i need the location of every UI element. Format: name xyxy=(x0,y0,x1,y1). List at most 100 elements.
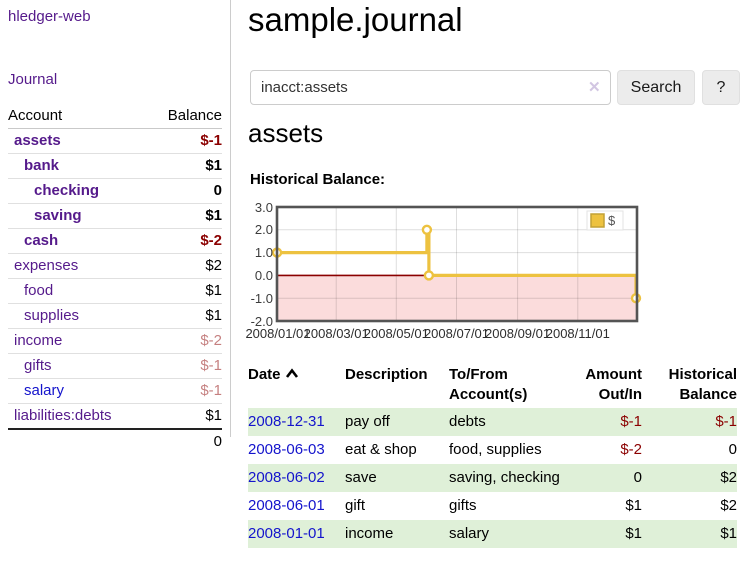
transaction-amount: $-1 xyxy=(620,413,642,430)
transaction-accounts: food, supplies xyxy=(449,441,542,458)
account-row: saving $1 xyxy=(8,203,222,229)
transaction-amount: $1 xyxy=(625,525,642,542)
account-link-assets[interactable]: assets xyxy=(14,132,61,149)
amount-header: Amount Out/In xyxy=(585,366,642,403)
account-link-income[interactable]: income xyxy=(14,332,63,349)
account-link-saving[interactable]: saving xyxy=(34,207,82,224)
transaction-row[interactable]: 2008-12-31 pay off debts $-1 $-1 xyxy=(248,408,737,436)
accounts-header-account: Account xyxy=(8,104,148,129)
transaction-balance: $-1 xyxy=(715,413,737,430)
chevron-up-icon xyxy=(285,368,298,378)
account-row: gifts $-1 xyxy=(8,353,222,379)
account-balance: $1 xyxy=(148,403,222,430)
search-form: ✕ Search ? xyxy=(250,70,742,105)
account-row: income $-2 xyxy=(8,328,222,354)
account-link-checking[interactable]: checking xyxy=(34,182,100,199)
account-row: assets $-1 xyxy=(8,128,222,154)
account-balance: $-2 xyxy=(148,328,222,354)
account-balance: $1 xyxy=(148,278,222,304)
svg-text:2.0: 2.0 xyxy=(255,222,273,237)
x-axis-ticks: 2008/01/01 2008/03/01 2008/05/01 2008/07… xyxy=(245,326,609,341)
transaction-row[interactable]: 2008-06-01 gift gifts $1 $2 xyxy=(248,492,737,520)
transaction-date-link[interactable]: 2008-01-01 xyxy=(248,525,325,542)
svg-text:-1.0: -1.0 xyxy=(251,291,273,306)
account-link-expenses[interactable]: expenses xyxy=(14,257,79,274)
sidebar-item-journal[interactable]: Journal xyxy=(8,71,58,88)
app-title-link[interactable]: hledger-web xyxy=(8,8,91,25)
account-link-cash[interactable]: cash xyxy=(24,232,59,249)
help-button[interactable]: ? xyxy=(702,70,740,105)
chart-legend: $ xyxy=(586,210,624,231)
transactions-header-row: Date Description To/From Account(s) Amou… xyxy=(248,362,737,408)
transactions-table: Date Description To/From Account(s) Amou… xyxy=(248,362,737,548)
account-balance: $-1 xyxy=(148,378,222,404)
accounts-header: To/From Account(s) xyxy=(449,366,528,403)
transaction-date-link[interactable]: 2008-06-01 xyxy=(248,497,325,514)
transaction-description: gift xyxy=(345,497,366,514)
account-row: cash $-2 xyxy=(8,228,222,254)
transaction-row[interactable]: 2008-06-03 eat & shop food, supplies $-2… xyxy=(248,436,737,464)
account-link-supplies[interactable]: supplies xyxy=(24,307,80,324)
account-balance: $-2 xyxy=(148,228,222,254)
transaction-balance: $2 xyxy=(720,469,737,486)
account-link-bank[interactable]: bank xyxy=(24,157,60,174)
account-link-food[interactable]: food xyxy=(24,282,54,299)
transaction-accounts: salary xyxy=(449,525,490,542)
transaction-amount: $1 xyxy=(625,497,642,514)
transaction-balance: 0 xyxy=(728,441,737,458)
account-row: food $1 xyxy=(8,278,222,304)
transaction-amount: 0 xyxy=(633,469,642,486)
account-row: salary $-1 xyxy=(8,378,222,404)
transaction-date-link[interactable]: 2008-06-02 xyxy=(248,469,325,486)
description-header: Description xyxy=(345,366,428,383)
transaction-accounts: gifts xyxy=(449,497,477,514)
svg-text:2008/09/01: 2008/09/01 xyxy=(485,326,550,341)
account-balance: $-1 xyxy=(148,128,222,154)
chart-border xyxy=(275,205,639,323)
page-title: sample.journal xyxy=(248,1,463,38)
search-input[interactable] xyxy=(250,70,611,105)
transaction-row[interactable]: 2008-01-01 income salary $1 $1 xyxy=(248,520,737,548)
transaction-date-link[interactable]: 2008-12-31 xyxy=(248,413,325,430)
y-axis-ticks: 3.0 2.0 1.0 0.0 -1.0 -2.0 xyxy=(251,202,273,329)
svg-text:2008/05/01: 2008/05/01 xyxy=(364,326,429,341)
balance-header: Historical Balance xyxy=(668,366,737,403)
legend-label: $ xyxy=(608,213,616,228)
clear-search-icon[interactable]: ✕ xyxy=(588,79,601,96)
transaction-row[interactable]: 2008-06-02 save saving, checking 0 $2 xyxy=(248,464,737,492)
accounts-total-value: 0 xyxy=(148,428,222,454)
account-link-salary[interactable]: salary xyxy=(24,382,65,399)
transaction-description: pay off xyxy=(345,413,390,430)
transaction-balance: $2 xyxy=(720,497,737,514)
account-heading: assets xyxy=(248,118,324,148)
date-header-label: Date xyxy=(248,366,281,383)
accounts-total-row: 0 xyxy=(8,428,222,454)
accounts-header-row: Account Balance xyxy=(8,104,222,129)
transaction-description: eat & shop xyxy=(345,441,417,458)
transaction-description: save xyxy=(345,469,377,486)
legend-swatch xyxy=(590,213,605,228)
negative-region xyxy=(277,275,637,321)
transaction-balance: $1 xyxy=(720,525,737,542)
historical-balance-chart[interactable]: $ 3.0 2.0 1.0 0.0 -1.0 -2.0 2008/01/01 2… xyxy=(240,202,742,344)
account-link-gifts[interactable]: gifts xyxy=(24,357,52,374)
accounts-header-balance: Balance xyxy=(148,104,222,129)
account-row: liabilities:debts $1 xyxy=(8,403,222,430)
search-button[interactable]: Search xyxy=(617,70,695,105)
account-row: bank $1 xyxy=(8,153,222,179)
account-balance: $1 xyxy=(148,153,222,179)
transaction-date-link[interactable]: 2008-06-03 xyxy=(248,441,325,458)
account-row: checking 0 xyxy=(8,178,222,204)
transaction-accounts: debts xyxy=(449,413,486,430)
svg-text:0.0: 0.0 xyxy=(255,268,273,283)
transaction-accounts: saving, checking xyxy=(449,469,560,486)
account-balance: $2 xyxy=(148,253,222,279)
svg-text:2008/07/01: 2008/07/01 xyxy=(424,326,489,341)
account-balance: $-1 xyxy=(148,353,222,379)
svg-text:-2.0: -2.0 xyxy=(251,314,273,329)
sort-by-date-header[interactable]: Date xyxy=(248,362,345,408)
account-link-liabilities-debts[interactable]: liabilities:debts xyxy=(14,407,112,424)
accounts-table: Account Balance assets $-1 bank $1 check… xyxy=(8,104,222,454)
account-balance: 0 xyxy=(148,178,222,204)
